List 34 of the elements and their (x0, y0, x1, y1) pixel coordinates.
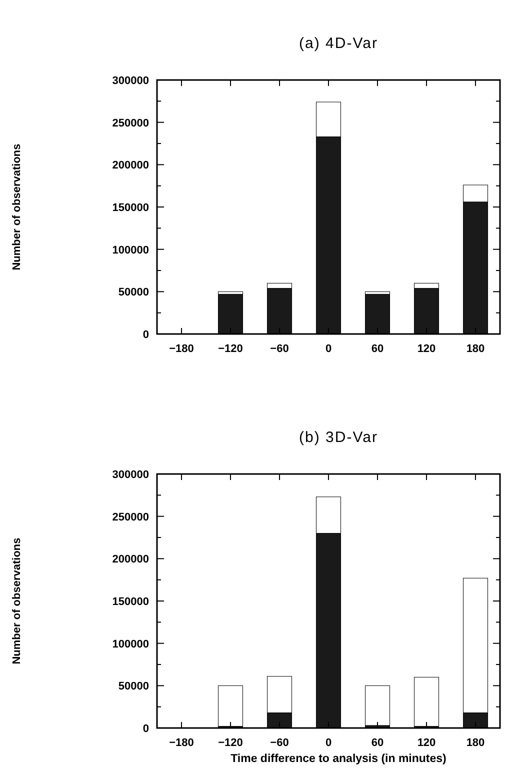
y-tick-label: 300000 (112, 469, 149, 481)
chart-title: (b) 3D-Var (299, 429, 378, 446)
x-tick-label: −180 (169, 343, 194, 355)
y-axis-title: Number of observations (11, 144, 23, 270)
bar (365, 685, 390, 726)
x-tick-label: −180 (169, 737, 194, 749)
y-tick-label: 200000 (112, 160, 149, 172)
x-tick-label: −120 (218, 343, 243, 355)
y-tick-label: 100000 (112, 638, 149, 650)
y-tick-label: 0 (142, 329, 149, 341)
x-tick-label: 60 (371, 343, 384, 355)
x-tick-label: −120 (218, 737, 243, 749)
y-tick-label: 0 (142, 723, 149, 735)
x-tick-label: 0 (325, 343, 332, 355)
y-tick-label: 150000 (112, 202, 149, 214)
x-tick-label: 60 (371, 737, 384, 749)
x-tick-label: 180 (466, 343, 485, 355)
y-tick-label: 300000 (112, 75, 149, 87)
x-tick-label: −60 (270, 343, 289, 355)
x-tick-label: 120 (417, 737, 436, 749)
y-tick-label: 50000 (118, 286, 149, 299)
y-tick-label: 200000 (112, 554, 149, 566)
y-tick-label: 250000 (112, 117, 149, 130)
x-tick-label: 0 (325, 737, 332, 749)
y-tick-label: 150000 (112, 596, 149, 608)
y-tick-label: 100000 (112, 244, 149, 256)
x-tick-label: 120 (417, 343, 436, 355)
x-tick-label: −60 (270, 737, 289, 749)
y-axis-title: Number of observations (11, 538, 23, 664)
x-axis-title: Time difference to analysis (in minutes) (230, 753, 447, 765)
y-tick-label: 50000 (118, 680, 149, 693)
x-tick-label: 180 (466, 737, 485, 749)
y-tick-label: 250000 (112, 511, 149, 524)
chart-title: (a) 4D-Var (299, 35, 378, 52)
